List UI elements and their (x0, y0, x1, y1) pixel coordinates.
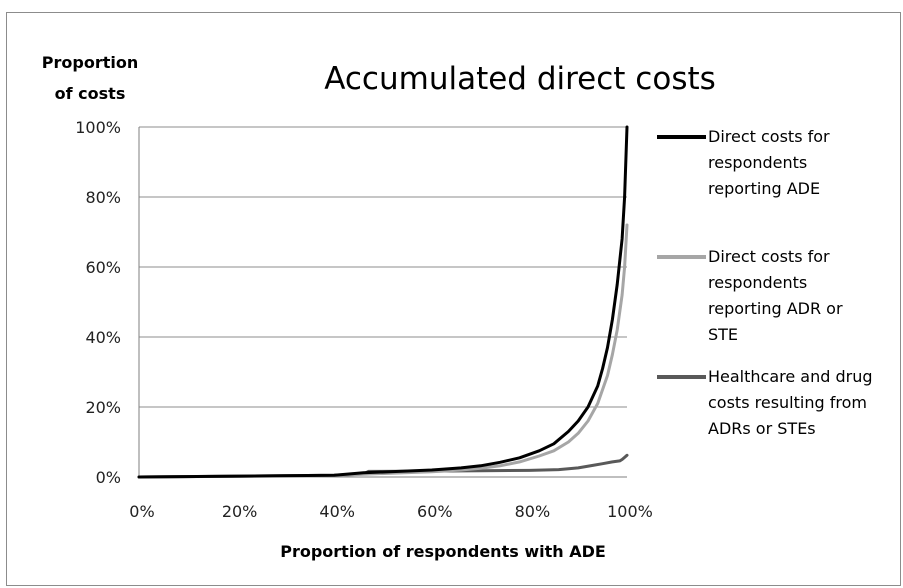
x-tick-label: 100% (607, 502, 653, 521)
x-tick-label: 60% (417, 502, 453, 521)
legend-label-3: ADRs or STEs (708, 419, 816, 438)
series-layer (137, 125, 629, 479)
legend-label-2: STE (708, 325, 738, 344)
x-tick-label: 20% (222, 502, 258, 521)
x-tick-label: 80% (515, 502, 551, 521)
legend-label-3: costs resulting from (708, 393, 867, 412)
legend-label-2: respondents (708, 273, 807, 292)
chart-frame (6, 12, 901, 586)
y-tick-label: 60% (85, 258, 121, 277)
y-tick-label: 0% (96, 468, 121, 487)
series-line-2 (137, 223, 629, 479)
chart-title: Accumulated direct costs (324, 61, 716, 97)
x-tick-label: 40% (319, 502, 355, 521)
tick-layer: 0% 20% 40% 60% 80% 100% 0% 20% 40% 60% 80% 100% (75, 118, 653, 521)
y-tick-label: 100% (75, 118, 121, 137)
y-tick-label: 20% (85, 398, 121, 417)
legend-label-1: reporting ADE (708, 179, 820, 198)
grid-layer (138, 126, 627, 478)
legend-label-2: Direct costs for (708, 247, 830, 266)
legend-label-3: Healthcare and drug (708, 367, 873, 386)
series-line-1 (137, 125, 629, 479)
x-axis-label: Proportion of respondents with ADE (280, 542, 606, 561)
legend: Direct costs for respondents reporting ADE… (657, 127, 873, 438)
legend-label-1: respondents (708, 153, 807, 172)
legend-label-1: Direct costs for (708, 127, 830, 146)
y-tick-label: 80% (85, 188, 121, 207)
y-tick-label: 40% (85, 328, 121, 347)
y-axis-label-line-2: of costs (55, 84, 126, 103)
x-tick-label: 0% (129, 502, 154, 521)
legend-label-2: reporting ADR or (708, 299, 843, 318)
y-axis-label-line-1: Proportion (42, 53, 138, 72)
